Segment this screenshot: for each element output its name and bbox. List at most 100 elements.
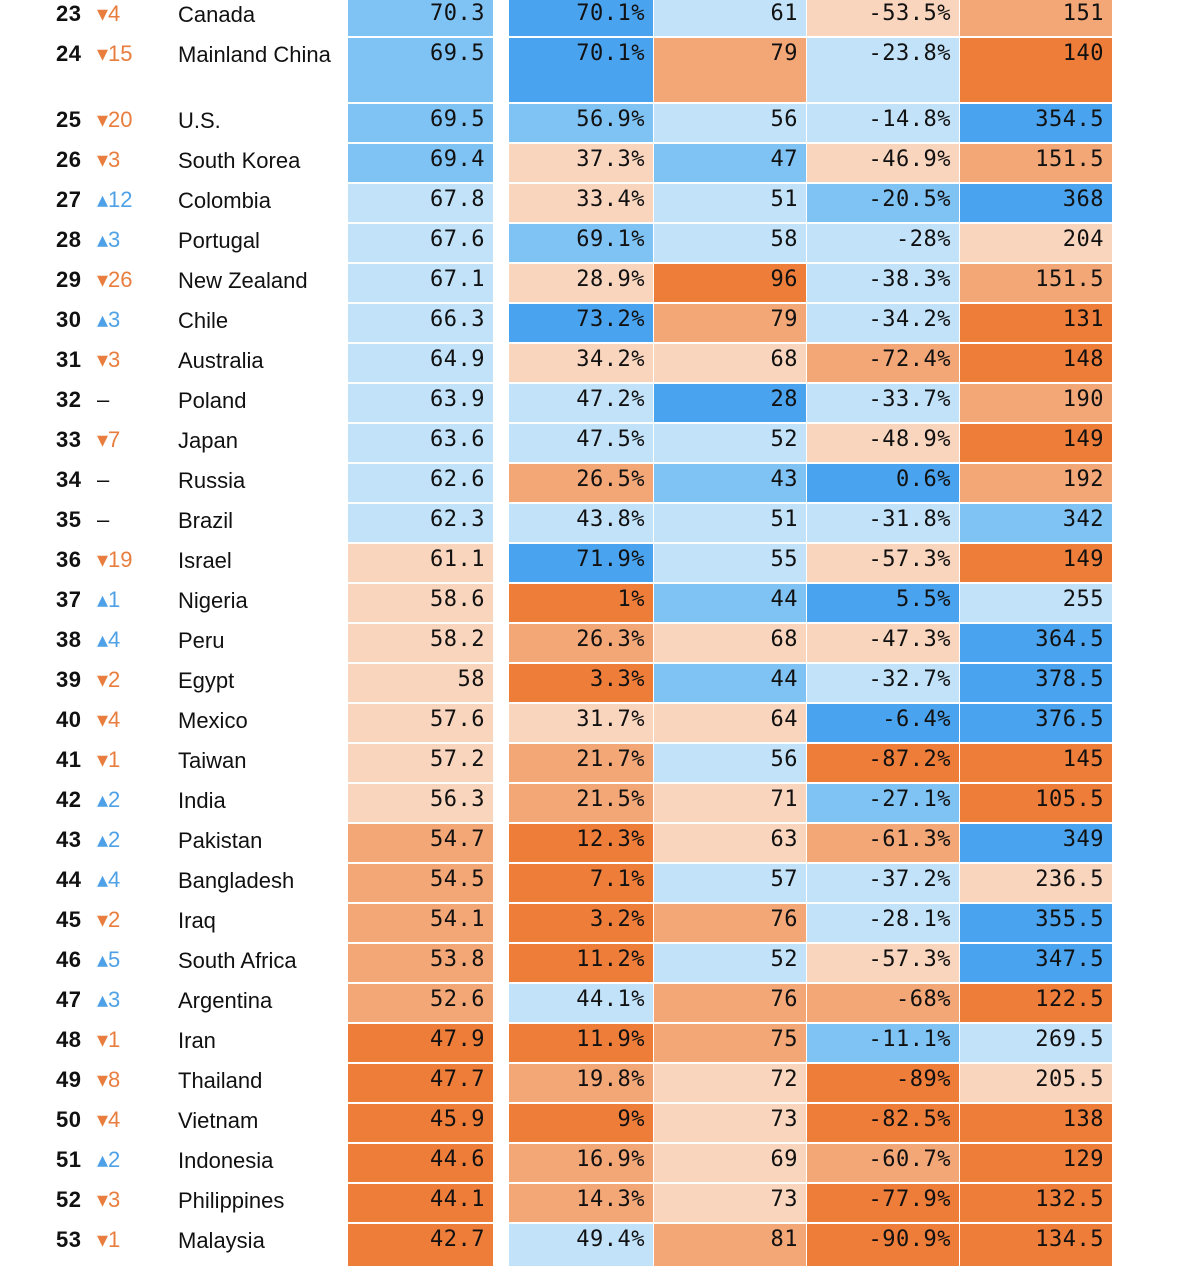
metric-2-cell: 12.3% [509,824,653,862]
rank-change: ▾4 [97,1,121,26]
rank-number: 28 [56,227,82,252]
rank-number: 46 [56,947,82,972]
metric-2-cell: 44.1% [509,984,653,1022]
rank-change: ▾1 [97,1227,121,1252]
table-row: 44 ▴4 Bangladesh 54.5 7.1% 57 -37.2% 236.5 [0,864,1191,904]
metric-4-cell: -61.3% [807,824,959,862]
score-cell: 62.3 [348,504,493,542]
metric-5-cell: 205.5 [960,1064,1112,1102]
score-cell: 66.3 [348,304,493,342]
rank-number: 31 [56,347,82,372]
country-name: Taiwan [178,748,247,773]
country-name: South Africa [178,948,297,973]
rank-change: ▴12 [97,187,133,212]
metric-3-cell: 64 [654,704,806,742]
metric-2-cell: 70.1% [509,38,653,102]
metric-3-cell: 79 [654,304,806,342]
metric-3-cell: 55 [654,544,806,582]
metric-4-cell: -31.8% [807,504,959,542]
rank-number: 43 [56,827,82,852]
metric-4-cell: -87.2% [807,744,959,782]
metric-4-cell: -72.4% [807,344,959,382]
rank-number: 49 [56,1067,82,1092]
rank-number: 25 [56,107,82,132]
rank-change: ▴4 [97,867,121,892]
score-cell: 44.1 [348,1184,493,1222]
table-row: 40 ▾4 Mexico 57.6 31.7% 64 -6.4% 376.5 [0,704,1191,744]
score-cell: 53.8 [348,944,493,982]
rank-change: ▴2 [97,827,121,852]
rank-number: 26 [56,147,82,172]
metric-3-cell: 96 [654,264,806,302]
metric-5-cell: 149 [960,544,1112,582]
score-cell: 47.7 [348,1064,493,1102]
country-name: Portugal [178,228,260,253]
rank-change: ▴3 [97,227,121,252]
table-row: 43 ▴2 Pakistan 54.7 12.3% 63 -61.3% 349 [0,824,1191,864]
metric-3-cell: 51 [654,184,806,222]
metric-2-cell: 47.5% [509,424,653,462]
table-row: 50 ▾4 Vietnam 45.9 9% 73 -82.5% 138 [0,1104,1191,1144]
metric-2-cell: 7.1% [509,864,653,902]
country-name: Australia [178,348,264,373]
rank-change: ▴2 [97,787,121,812]
country-name: India [178,788,226,813]
rank-number: 36 [56,547,82,572]
table-row: 52 ▾3 Philippines 44.1 14.3% 73 -77.9% 132.5 [0,1184,1191,1224]
metric-5-cell: 129 [960,1144,1112,1182]
metric-4-cell: -23.8% [807,38,959,102]
score-cell: 63.9 [348,384,493,422]
metric-5-cell: 204 [960,224,1112,262]
metric-2-cell: 11.2% [509,944,653,982]
score-cell: 61.1 [348,544,493,582]
metric-2-cell: 26.3% [509,624,653,662]
metric-3-cell: 52 [654,944,806,982]
metric-4-cell: -32.7% [807,664,959,702]
metric-2-cell: 31.7% [509,704,653,742]
rank-number: 45 [56,907,82,932]
table-row: 30 ▴3 Chile 66.3 73.2% 79 -34.2% 131 [0,304,1191,344]
metric-5-cell: 145 [960,744,1112,782]
country-name: Bangladesh [178,868,295,893]
rank-change: ▾3 [97,147,121,172]
table-row: 25 ▾20 U.S. 69.5 56.9% 56 -14.8% 354.5 [0,104,1191,144]
country-name: New Zealand [178,268,308,293]
rank-change: ▾4 [97,707,121,732]
metric-3-cell: 63 [654,824,806,862]
metric-5-cell: 376.5 [960,704,1112,742]
metric-5-cell: 151.5 [960,264,1112,302]
metric-2-cell: 19.8% [509,1064,653,1102]
metric-4-cell: -11.1% [807,1024,959,1062]
metric-2-cell: 73.2% [509,304,653,342]
metric-5-cell: 269.5 [960,1024,1112,1062]
score-cell: 67.6 [348,224,493,262]
table-row: 35– Brazil 62.3 43.8% 51 -31.8% 342 [0,504,1191,544]
metric-5-cell: 105.5 [960,784,1112,822]
metric-5-cell: 149 [960,424,1112,462]
country-name: Egypt [178,668,235,693]
country-name: Canada [178,2,256,27]
table-row: 41 ▾1 Taiwan 57.2 21.7% 56 -87.2% 145 [0,744,1191,784]
table-row: 37 ▴1 Nigeria 58.6 1% 44 5.5% 255 [0,584,1191,624]
metric-3-cell: 76 [654,904,806,942]
rank-number: 30 [56,307,82,332]
score-cell: 69.5 [348,104,493,142]
metric-5-cell: 255 [960,584,1112,622]
table-row: 51 ▴2 Indonesia 44.6 16.9% 69 -60.7% 129 [0,1144,1191,1184]
rank-number: 48 [56,1027,82,1052]
score-cell: 67.8 [348,184,493,222]
metric-4-cell: -47.3% [807,624,959,662]
metric-3-cell: 47 [654,144,806,182]
metric-4-cell: -14.8% [807,104,959,142]
rank-change: ▾3 [97,347,121,372]
table-row: 36 ▾19 Israel 61.1 71.9% 55 -57.3% 149 [0,544,1191,584]
metric-3-cell: 44 [654,664,806,702]
rank-change: ▾3 [97,1187,121,1212]
metric-5-cell: 122.5 [960,984,1112,1022]
table-row: 47 ▴3 Argentina 52.6 44.1% 76 -68% 122.5 [0,984,1191,1024]
metric-5-cell: 148 [960,344,1112,382]
metric-4-cell: -90.9% [807,1224,959,1266]
metric-5-cell: 138 [960,1104,1112,1142]
rank-change: ▴1 [97,587,121,612]
country-name: Japan [178,428,238,453]
